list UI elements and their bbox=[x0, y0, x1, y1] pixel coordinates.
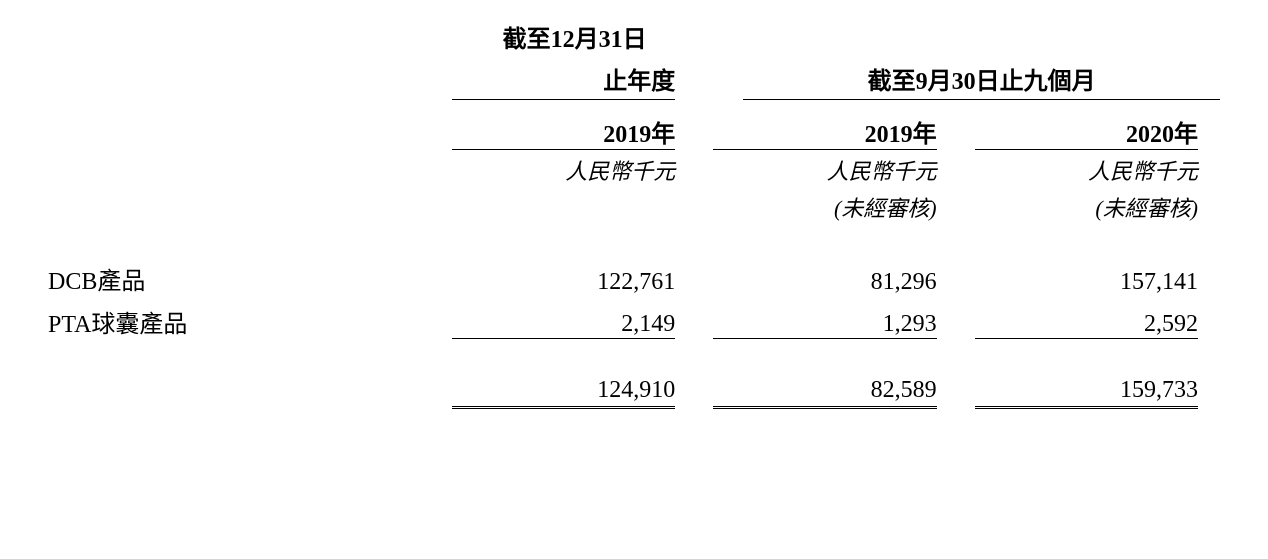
cell-value: 1,293 bbox=[713, 311, 936, 339]
cell-value: 122,761 bbox=[444, 257, 705, 300]
total-value: 124,910 bbox=[452, 377, 675, 409]
cell-value: 81,296 bbox=[705, 257, 966, 300]
period-header-row-1: 截至12月31日 bbox=[40, 20, 1228, 62]
unit-2: 人民幣千元 bbox=[705, 154, 966, 191]
table-row: PTA球囊產品 2,149 1,293 2,592 bbox=[40, 300, 1228, 343]
unaudited-2: (未經審核) bbox=[705, 191, 966, 228]
unit-row: 人民幣千元 人民幣千元 人民幣千元 bbox=[40, 154, 1228, 191]
row-label: DCB產品 bbox=[40, 257, 444, 300]
financial-table: 截至12月31日 止年度 截至9月30日止九個月 2019年 2019年 202… bbox=[40, 20, 1228, 413]
year-3: 2020年 bbox=[975, 108, 1198, 150]
year-2: 2019年 bbox=[713, 108, 936, 150]
unit-3: 人民幣千元 bbox=[967, 154, 1228, 191]
table-row: DCB產品 122,761 81,296 157,141 bbox=[40, 257, 1228, 300]
unit-1: 人民幣千元 bbox=[444, 154, 705, 191]
total-value: 82,589 bbox=[713, 377, 936, 409]
year-1: 2019年 bbox=[452, 108, 675, 150]
period-1-header-line2: 止年度 bbox=[452, 66, 675, 101]
cell-value: 2,592 bbox=[975, 311, 1198, 339]
period-2-header: 截至9月30日止九個月 bbox=[743, 66, 1220, 101]
year-header-row: 2019年 2019年 2020年 bbox=[40, 104, 1228, 154]
cell-value: 2,149 bbox=[452, 311, 675, 339]
total-row: 124,910 82,589 159,733 bbox=[40, 373, 1228, 413]
period-header-row-2: 止年度 截至9月30日止九個月 bbox=[40, 62, 1228, 105]
unaudited-3: (未經審核) bbox=[967, 191, 1228, 228]
unaudited-row: (未經審核) (未經審核) bbox=[40, 191, 1228, 228]
period-1-header-line1: 截至12月31日 bbox=[444, 20, 705, 62]
total-value: 159,733 bbox=[975, 377, 1198, 409]
row-label: PTA球囊產品 bbox=[40, 300, 444, 343]
cell-value: 157,141 bbox=[967, 257, 1228, 300]
